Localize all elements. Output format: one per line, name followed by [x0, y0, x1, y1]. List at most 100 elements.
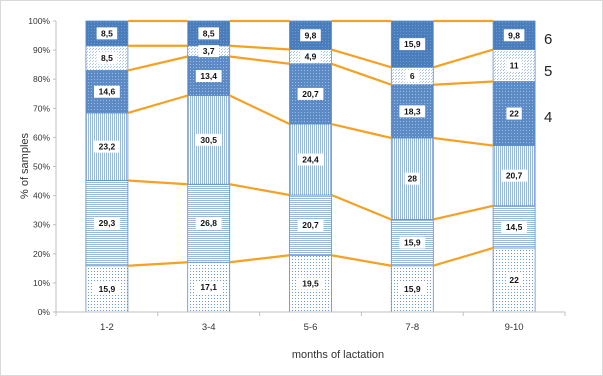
data-label: 24,4 — [302, 155, 319, 165]
y-tick-label: 70% — [33, 103, 50, 113]
connector-line — [229, 44, 290, 51]
data-label-background — [300, 50, 321, 63]
data-label-background — [297, 153, 324, 166]
connector-line — [331, 254, 392, 267]
connector-line — [229, 55, 290, 65]
data-label-background — [94, 140, 120, 153]
data-label-background — [399, 236, 426, 249]
connector-line — [433, 80, 494, 86]
data-label-background — [501, 169, 527, 182]
data-label: 20,7 — [506, 171, 523, 181]
data-label: 9,8 — [508, 30, 520, 40]
connector-line — [331, 193, 392, 221]
data-label-background — [501, 220, 527, 233]
connector-line — [127, 179, 188, 186]
data-label: 15,9 — [404, 39, 421, 49]
y-tick-label: 100% — [28, 16, 50, 26]
y-tick-label: 90% — [33, 45, 50, 55]
data-label: 22 — [509, 275, 519, 285]
data-label-background — [404, 172, 420, 185]
data-label-background — [503, 29, 525, 42]
y-tick-label: 40% — [33, 191, 50, 201]
data-label: 20,7 — [302, 89, 319, 99]
data-label: 15,9 — [99, 284, 116, 294]
connector-line — [433, 136, 494, 147]
data-label: 23,2 — [99, 142, 116, 152]
connector-line — [433, 204, 494, 221]
series-label-5: 5 — [544, 63, 552, 80]
data-label-background — [399, 282, 426, 295]
data-label: 6 — [410, 71, 415, 81]
connector-line — [229, 183, 290, 197]
data-label: 18,3 — [404, 106, 421, 116]
data-label-background — [94, 282, 120, 295]
connector-line — [331, 62, 392, 86]
y-tick-label: 30% — [33, 220, 50, 230]
x-tick-label: 9-10 — [505, 322, 524, 333]
data-label-background — [297, 277, 324, 290]
data-label: 13,4 — [200, 71, 217, 81]
bar-segment — [390, 137, 434, 220]
data-label-background — [297, 219, 324, 232]
y-tick-labels: 0% 10% 20% 30% 40% 50% 60% 70% 80% 90% 100% — [28, 16, 56, 317]
connector-line — [127, 55, 188, 72]
data-label: 17,1 — [200, 282, 217, 292]
data-label-background — [506, 59, 522, 72]
data-label: 29,3 — [99, 218, 116, 228]
data-label: 8,5 — [203, 28, 215, 38]
connector-line — [229, 254, 290, 264]
data-label: 30,5 — [200, 135, 217, 145]
data-label: 3,7 — [203, 46, 215, 56]
series-label-6: 6 — [544, 31, 552, 48]
connector-lines — [127, 19, 494, 267]
data-label-background — [399, 105, 426, 118]
data-label-background — [96, 52, 118, 65]
connector-line — [331, 122, 392, 140]
data-label: 20,7 — [302, 220, 319, 230]
segment-labels: 15,9 29,3 23,2 14,6 8,5 8,5 17,1 26,8 30,5 13,4 3,… — [94, 27, 527, 295]
x-tick-label: 7-8 — [405, 322, 419, 333]
data-label-background — [297, 87, 324, 100]
connector-line — [331, 48, 392, 69]
data-label-background — [506, 273, 522, 286]
data-label-background — [195, 133, 222, 146]
data-label-background — [300, 29, 321, 42]
connector-line — [432, 246, 494, 267]
data-label: 9,8 — [305, 30, 317, 40]
x-tick-label: 3-4 — [202, 322, 216, 333]
data-label: 14,5 — [506, 222, 523, 232]
data-label-background — [195, 217, 222, 230]
x-tick-labels: 1-2 3-4 5-6 7-8 9-10 — [55, 312, 566, 333]
connector-line — [127, 94, 189, 115]
x-axis-title: months of lactation — [292, 349, 384, 361]
y-tick-label: 60% — [33, 132, 50, 142]
data-label-background — [198, 45, 219, 58]
data-label: 22 — [509, 109, 519, 119]
data-label-background — [195, 281, 222, 294]
y-tick-label: 0% — [38, 307, 51, 317]
connector-line — [432, 48, 494, 69]
y-axis-title: % of samples — [19, 132, 31, 199]
data-label: 28 — [408, 174, 418, 184]
x-tick-label: 5-6 — [304, 322, 318, 333]
data-label: 4,9 — [305, 52, 317, 62]
data-label: 19,5 — [302, 279, 319, 289]
data-label: 11 — [510, 61, 519, 71]
y-tick-label: 80% — [33, 74, 50, 84]
data-label: 15,9 — [404, 238, 421, 248]
x-tick-label: 1-2 — [100, 322, 114, 333]
data-label-background — [198, 27, 219, 40]
data-label: 14,6 — [99, 87, 116, 97]
series-label-4: 4 — [544, 109, 552, 126]
data-label: 15,9 — [404, 284, 421, 294]
y-tick-label: 20% — [33, 249, 50, 259]
y-tick-label: 10% — [33, 278, 50, 288]
data-label-background — [96, 27, 118, 40]
data-label: 26,8 — [200, 218, 217, 228]
connector-line — [127, 261, 188, 267]
data-label: 8,5 — [101, 28, 113, 38]
data-label-background — [506, 107, 522, 120]
data-label-background — [195, 69, 222, 82]
data-label-background — [94, 85, 120, 98]
